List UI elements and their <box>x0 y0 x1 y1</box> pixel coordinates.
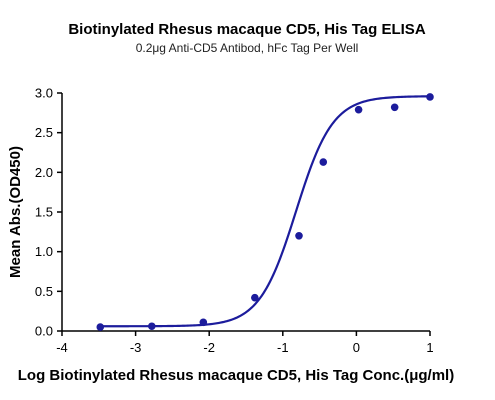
x-tick-label: -2 <box>203 340 215 355</box>
chart-title: Biotinylated Rhesus macaque CD5, His Tag… <box>68 21 425 38</box>
y-tick-label: 2.5 <box>35 125 53 140</box>
y-axis-label: Mean Abs.(OD450) <box>7 146 24 278</box>
data-point <box>96 323 105 331</box>
y-tick-label: 1.5 <box>35 205 53 220</box>
y-tick-label: 3.0 <box>35 86 53 101</box>
y-ticks: 0.0 0.5 1.0 1.5 2.0 2.5 3.0 <box>35 86 62 339</box>
fit-curve <box>100 95 431 328</box>
x-tick-label: -4 <box>56 340 68 355</box>
data-point <box>426 93 434 101</box>
x-tick-label: 1 <box>426 340 433 355</box>
y-tick-label: 1.0 <box>35 244 53 259</box>
y-tick-label: 2.0 <box>35 165 53 180</box>
axes <box>61 93 430 332</box>
data-point <box>319 158 328 166</box>
data-point <box>147 322 156 331</box>
data-point <box>390 103 399 112</box>
chart-subtitle: 0.2μg Anti-CD5 Antibod, hFc Tag Per Well <box>136 41 359 55</box>
x-tick-label: -1 <box>277 340 289 355</box>
x-tick-label: 0 <box>353 340 360 355</box>
x-axis-label: Log Biotinylated Rhesus macaque CD5, His… <box>18 367 454 384</box>
data-point <box>199 318 208 327</box>
data-points <box>96 93 434 331</box>
y-tick-label: 0.5 <box>35 284 53 299</box>
x-tick-label: -3 <box>130 340 142 355</box>
data-point <box>295 232 303 240</box>
y-tick-label: 0.0 <box>35 324 53 339</box>
x-ticks: -4 -3 -2 -1 0 1 <box>56 331 434 355</box>
data-point <box>354 105 363 114</box>
data-point <box>251 293 259 302</box>
